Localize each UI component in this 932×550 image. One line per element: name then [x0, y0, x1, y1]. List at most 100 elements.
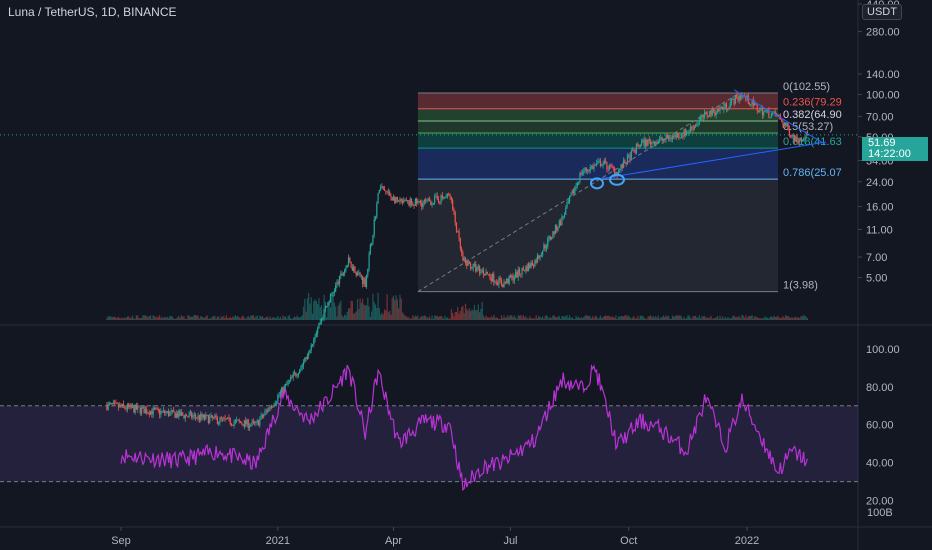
candle-body [786, 123, 788, 127]
circled-low-2[interactable] [609, 173, 625, 186]
candle-body [354, 266, 356, 272]
volume-bar [301, 315, 303, 320]
volume-bar [734, 317, 737, 320]
candle-body [799, 138, 801, 143]
volume-bar [115, 317, 117, 320]
candle-body [687, 132, 689, 133]
candle-body [701, 114, 703, 118]
candle-body [593, 164, 595, 169]
ascending-trendline[interactable] [590, 141, 827, 182]
volume-bar [371, 311, 373, 320]
volume-bar [542, 316, 544, 320]
volume-bar [666, 316, 668, 320]
volume-bar [209, 318, 211, 320]
candle-body [569, 196, 571, 202]
volume-bar [533, 318, 535, 320]
volume-bar [778, 317, 780, 320]
volume-bar [282, 315, 284, 320]
volume-bar [588, 315, 590, 320]
candle-body [782, 121, 784, 126]
candle-body [754, 103, 756, 106]
volume-bar [395, 295, 397, 320]
volume-bar [270, 318, 272, 320]
volume-bar [539, 316, 541, 320]
volume-bar [413, 317, 415, 320]
candle-body [318, 322, 320, 329]
candle-body [476, 268, 478, 272]
volume-bar [180, 315, 183, 320]
candle-body [311, 344, 314, 346]
candle-body [738, 96, 740, 101]
candle-body [700, 117, 702, 120]
candle-body [531, 262, 533, 266]
candle-body [626, 155, 629, 165]
volume-bar [691, 318, 693, 320]
candle-body [374, 216, 377, 220]
candle-body [689, 126, 692, 132]
volume-bar [716, 315, 719, 320]
candle-body [155, 408, 157, 410]
candle-body [588, 170, 590, 172]
candle-body [347, 257, 350, 265]
candle-body [698, 119, 701, 124]
candle-body [721, 106, 724, 110]
volume-bar [287, 316, 289, 320]
volume-bar [380, 314, 382, 320]
volume-bar [293, 316, 296, 320]
volume-bar [792, 318, 794, 320]
volume-bar [419, 317, 422, 320]
candle-body [319, 322, 321, 324]
candle-body [635, 144, 638, 153]
volume-bar [247, 315, 249, 320]
volume-bar [601, 318, 603, 320]
candle-body [398, 200, 400, 202]
volume-bar [630, 318, 632, 320]
volume-bar [340, 300, 342, 320]
candle-body [692, 128, 694, 130]
volume-bar [125, 318, 127, 320]
volume-bar [495, 317, 497, 320]
candles[interactable] [106, 92, 809, 431]
volume-bar [473, 304, 476, 320]
volume-bar [701, 316, 703, 320]
volume-bar [227, 317, 229, 320]
candle-body [346, 264, 348, 268]
candle-body [567, 201, 569, 203]
candle-body [551, 237, 553, 240]
candle-body [194, 414, 197, 418]
candle-body [628, 154, 630, 156]
candle-body [658, 138, 661, 142]
circled-low-1[interactable] [590, 177, 604, 190]
volume-bar [470, 311, 472, 320]
volume-bar [342, 317, 344, 320]
candle-body [470, 263, 472, 269]
fib-zone-5 [417, 179, 778, 292]
volume-bar [743, 317, 746, 320]
volume-bar [223, 315, 225, 320]
candle-body [739, 96, 742, 99]
volume-bar [314, 299, 316, 320]
rsi-line[interactable] [120, 363, 808, 492]
volume-bar [383, 309, 386, 320]
candle-body [459, 238, 461, 249]
candle-body [437, 199, 440, 203]
volume-bar [485, 315, 487, 320]
candle-body [730, 99, 733, 103]
volume-bar [389, 310, 391, 320]
volume-bar [673, 316, 675, 320]
candle-body [423, 200, 425, 203]
descending-trendline[interactable] [733, 89, 827, 146]
volume-bar [462, 305, 464, 320]
currency-button[interactable]: USDT [862, 4, 902, 20]
candle-body [599, 160, 602, 166]
candle-body [694, 125, 697, 127]
volume-bar [404, 315, 406, 320]
candle-body [563, 214, 566, 217]
volume-bar [368, 306, 370, 320]
candle-body [450, 196, 452, 200]
candle-body [138, 406, 140, 408]
candle-body [405, 199, 407, 202]
volume-bar [620, 316, 622, 320]
candle-body [521, 267, 523, 275]
